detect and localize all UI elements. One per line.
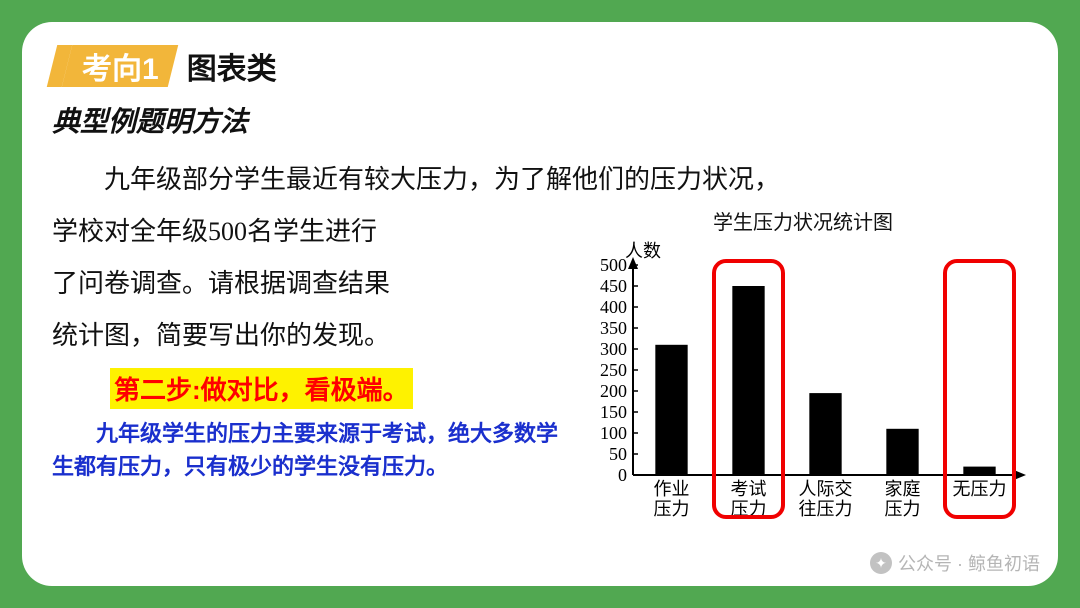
- svg-text:100: 100: [600, 423, 627, 443]
- highlight-box: [943, 259, 1017, 519]
- conclusion-note: 九年级学生的压力主要来源于考试，绝大多数学生都有压力，只有极少的学生没有压力。: [52, 417, 570, 483]
- content-card: 考向1 图表类 典型例题明方法 九年级部分学生最近有较大压力，为了解他们的压力状…: [22, 22, 1058, 586]
- svg-text:350: 350: [600, 318, 627, 338]
- chart-title: 学生压力状况统计图: [578, 206, 1028, 235]
- left-col: 学校对全年级500名学生进行 了问卷调查。请根据调查结果 统计图，简要写出你的发…: [52, 206, 570, 527]
- body-line-2: 学校对全年级500名学生进行: [52, 206, 570, 258]
- highlight-box: [712, 259, 786, 519]
- svg-text:500: 500: [600, 255, 627, 275]
- watermark-text: 公众号 · 鲸鱼初语: [898, 550, 1040, 576]
- svg-text:0: 0: [618, 465, 627, 485]
- svg-text:300: 300: [600, 339, 627, 359]
- body-line-4: 统计图，简要写出你的发现。: [52, 310, 570, 362]
- svg-text:400: 400: [600, 297, 627, 317]
- content-row: 学校对全年级500名学生进行 了问卷调查。请根据调查结果 统计图，简要写出你的发…: [52, 206, 1028, 527]
- watermark: ✦ 公众号 · 鲸鱼初语: [870, 550, 1040, 576]
- right-col: 学生压力状况统计图 人数 5010015020025030035040045050…: [578, 206, 1028, 527]
- svg-text:往压力: 往压力: [799, 499, 853, 519]
- section-tag-box: 考向1: [67, 45, 178, 87]
- svg-text:压力: 压力: [885, 499, 921, 519]
- section-tag-text: 考向1: [82, 44, 159, 88]
- svg-text:150: 150: [600, 402, 627, 422]
- step-highlight: 第二步:做对比，看极端。: [110, 368, 413, 409]
- svg-text:压力: 压力: [654, 499, 690, 519]
- svg-text:家庭: 家庭: [885, 479, 921, 499]
- svg-text:人数: 人数: [625, 241, 661, 261]
- svg-text:作业: 作业: [654, 479, 690, 499]
- svg-text:人际交: 人际交: [799, 479, 853, 499]
- svg-text:250: 250: [600, 360, 627, 380]
- body-line-3: 了问卷调查。请根据调查结果: [52, 258, 570, 310]
- body-line-1: 九年级部分学生最近有较大压力，为了解他们的压力状况，: [52, 154, 1028, 206]
- svg-text:200: 200: [600, 381, 627, 401]
- tag-deco: 考向1: [52, 45, 173, 87]
- wechat-icon: ✦: [870, 552, 892, 574]
- svg-text:50: 50: [609, 444, 627, 464]
- chart-wrap: 人数501001502002503003504004505000作业压力考试压力…: [578, 237, 1028, 527]
- section-title: 图表类: [187, 44, 277, 88]
- outer-frame: 考向1 图表类 典型例题明方法 九年级部分学生最近有较大压力，为了解他们的压力状…: [0, 0, 1080, 608]
- section-header: 考向1 图表类: [52, 44, 1028, 88]
- svg-text:450: 450: [600, 276, 627, 296]
- subtitle: 典型例题明方法: [52, 100, 1028, 140]
